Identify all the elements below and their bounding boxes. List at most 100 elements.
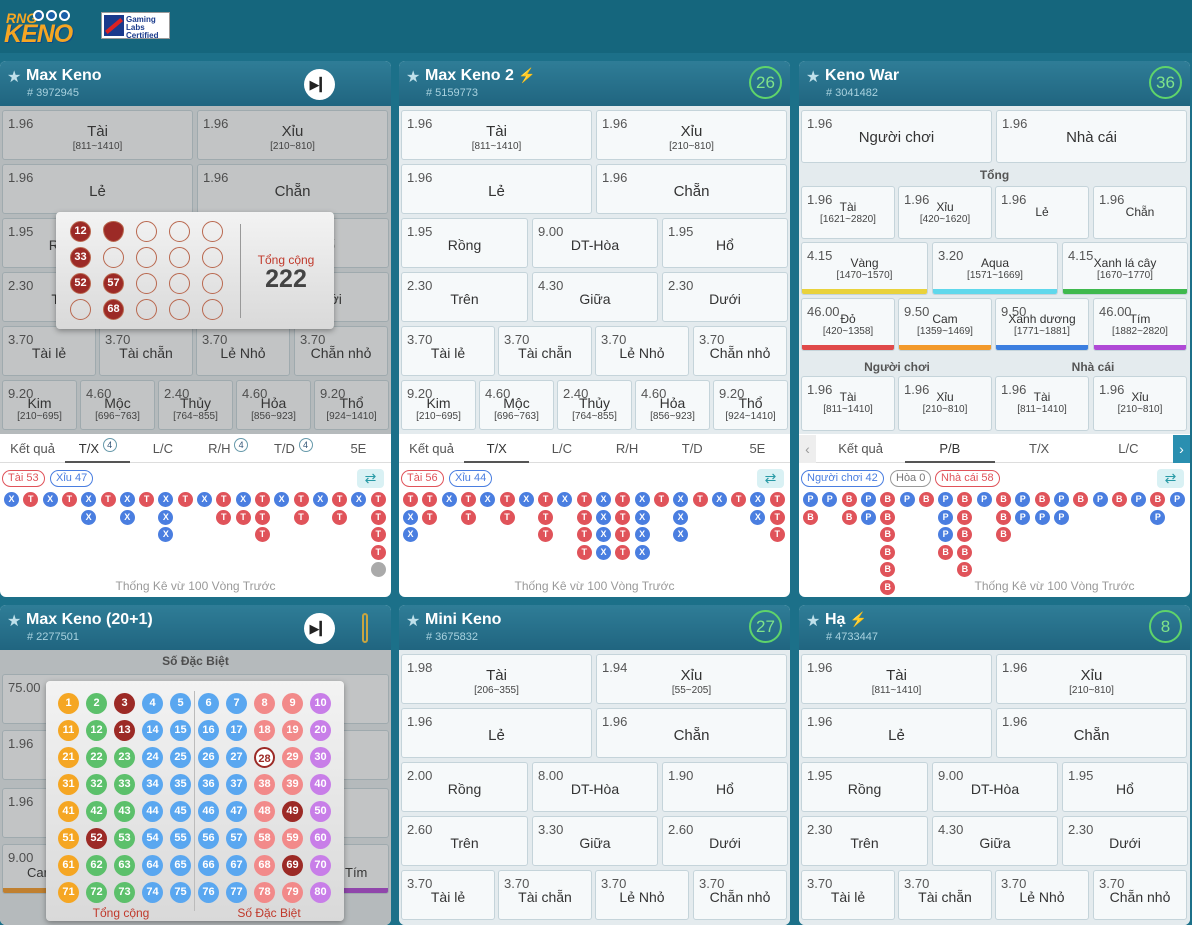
bet-cell[interactable]: 1.96 Xỉu [210~810] xyxy=(197,110,388,160)
bet-cell[interactable]: 4.15 Xanh lá cây [1670~1770] xyxy=(1062,242,1188,295)
tab-t-x[interactable]: T/X xyxy=(1029,441,1050,456)
bet-cell[interactable]: 9.50 Xanh dương [1771~1881] xyxy=(995,298,1089,351)
bet-cell[interactable]: 4.60 Hỏa [856~923] xyxy=(635,380,710,430)
bet-cell[interactable]: 9.20 Thổ [924~1410] xyxy=(314,380,389,430)
bet-cell[interactable]: 1.96 Xỉu [420~1620] xyxy=(898,186,992,239)
bet-cell[interactable]: 1.98 Tài [206~355] xyxy=(401,654,592,704)
favorite-star-icon[interactable]: ★ xyxy=(806,613,821,630)
bet-cell[interactable]: 2.60 Dưới xyxy=(662,816,788,866)
bet-cell[interactable]: 1.96 Tài [1621~2820] xyxy=(801,186,895,239)
bet-cell[interactable]: 1.96 Nhà cái xyxy=(996,110,1187,163)
bet-cell[interactable]: 3.70 Tài chẵn xyxy=(498,870,592,920)
tab-p-b[interactable]: P/B xyxy=(905,435,995,463)
bet-cell[interactable]: 1.96 Lẻ xyxy=(401,708,592,758)
bet-cell[interactable]: 4.60 Hỏa [856~923] xyxy=(236,380,311,430)
swap-icon[interactable]: ⇄ xyxy=(757,469,784,488)
bet-cell[interactable]: 4.30 Giữa xyxy=(532,272,658,322)
bet-cell[interactable]: 2.40 Thủy [764~855] xyxy=(557,380,632,430)
bet-cell[interactable]: 1.96 Lẻ xyxy=(401,164,592,214)
bet-cell[interactable]: 1.96 Xỉu [210~810] xyxy=(996,654,1187,704)
bet-cell[interactable]: 2.00 Rồng xyxy=(401,762,528,812)
bet-cell[interactable]: 46.00 Đỏ [420~1358] xyxy=(801,298,895,351)
bet-cell[interactable]: 3.20 Aqua [1571~1669] xyxy=(932,242,1058,295)
bet-cell[interactable]: 1.96 Lẻ xyxy=(2,164,193,214)
bet-cell[interactable]: 1.96 Chẵn xyxy=(596,708,787,758)
bet-cell[interactable]: 3.70 Lẻ Nhỏ xyxy=(595,326,689,376)
bet-cell[interactable]: 1.96 Chẵn xyxy=(197,164,388,214)
bet-cell[interactable]: 1.96 Người chơi xyxy=(801,110,992,163)
rng-keno-logo[interactable]: RNG KENO xyxy=(2,6,94,48)
tab-k-t-qu-[interactable]: Kết quả xyxy=(409,441,454,456)
bet-cell[interactable]: 3.70 Lẻ Nhỏ xyxy=(595,870,689,920)
bet-cell[interactable]: 3.70 Tài lẻ xyxy=(2,326,96,376)
bet-cell[interactable]: 1.96 Tài [811~1410] xyxy=(401,110,592,160)
tab-t-d[interactable]: T/D xyxy=(681,441,703,456)
bet-cell[interactable]: 3.70 Chẵn nhỏ xyxy=(294,326,388,376)
bet-cell[interactable]: 2.30 Trên xyxy=(801,816,928,866)
tab-5e[interactable]: 5E xyxy=(749,441,766,456)
bet-cell[interactable]: 1.96 Chẵn xyxy=(596,164,787,214)
bet-cell[interactable]: 9.00 DT-Hòa xyxy=(532,218,658,268)
bet-cell[interactable]: 46.00 Tím [1882~2820] xyxy=(1093,298,1187,351)
bet-cell[interactable]: 1.96 Chẵn xyxy=(996,708,1187,758)
bet-cell[interactable]: 1.90 Hổ xyxy=(662,762,788,812)
tab-t-x[interactable]: T/X 4 xyxy=(65,435,131,463)
bet-cell[interactable]: 1.96 Chẵn xyxy=(1093,186,1187,239)
tab-r-h[interactable]: R/H 4 xyxy=(196,435,261,463)
bet-cell[interactable]: 1.95 Hổ xyxy=(662,218,788,268)
bet-cell[interactable]: 3.70 Lẻ Nhỏ xyxy=(995,870,1089,920)
bet-cell[interactable]: 1.95 Hổ xyxy=(1062,762,1188,812)
bet-cell[interactable]: 2.30 Trên xyxy=(401,272,528,322)
bet-cell[interactable]: 1.96 Xỉu [210~810] xyxy=(596,110,787,160)
bet-cell[interactable]: 1.95 Rồng xyxy=(801,762,928,812)
bet-cell[interactable]: 3.70 Lẻ Nhỏ xyxy=(196,326,290,376)
bet-cell[interactable]: 1.96 Tài [811~1410] xyxy=(2,110,193,160)
bet-cell[interactable]: 3.30 Giữa xyxy=(532,816,658,866)
bet-cell[interactable]: 4.30 Giữa xyxy=(932,816,1058,866)
favorite-star-icon[interactable]: ★ xyxy=(406,613,421,630)
favorite-star-icon[interactable]: ★ xyxy=(7,613,22,630)
bet-cell[interactable]: 1.96 Tài [811~1410] xyxy=(801,376,895,431)
bet-cell[interactable]: 9.50 Cam [1359~1469] xyxy=(898,298,992,351)
tab-l-c[interactable]: L/C xyxy=(152,441,174,456)
bet-cell[interactable]: 3.70 Chẵn nhỏ xyxy=(693,870,787,920)
bet-cell[interactable]: 1.95 Rồng xyxy=(401,218,528,268)
bet-cell[interactable]: 3.70 Tài chẵn xyxy=(498,326,592,376)
bet-cell[interactable]: 2.60 Trên xyxy=(401,816,528,866)
bet-cell[interactable]: 9.20 Thổ [924~1410] xyxy=(713,380,788,430)
bet-cell[interactable]: 3.70 Tài lẻ xyxy=(401,326,495,376)
bet-cell[interactable]: 9.20 Kim [210~695] xyxy=(401,380,476,430)
favorite-star-icon[interactable]: ★ xyxy=(406,69,421,86)
bet-cell[interactable]: 3.70 Chẵn nhỏ xyxy=(693,326,787,376)
next-play-button[interactable]: ▶▎ xyxy=(304,69,335,100)
tabs-next-arrow[interactable]: › xyxy=(1173,435,1190,463)
tabs-prev-arrow[interactable]: ‹ xyxy=(799,435,816,463)
tab-t-d[interactable]: T/D 4 xyxy=(261,435,326,463)
bet-cell[interactable]: 8.00 DT-Hòa xyxy=(532,762,658,812)
favorite-star-icon[interactable]: ★ xyxy=(806,69,821,86)
favorite-star-icon[interactable]: ★ xyxy=(7,69,22,86)
bet-cell[interactable]: 9.00 DT-Hòa xyxy=(932,762,1058,812)
bet-cell[interactable]: 1.96 Xỉu [210~810] xyxy=(898,376,992,431)
bet-cell[interactable]: 4.15 Vàng [1470~1570] xyxy=(801,242,928,295)
bet-cell[interactable]: 3.70 Tài lẻ xyxy=(801,870,895,920)
tab-5e[interactable]: 5E xyxy=(350,441,367,456)
bet-cell[interactable]: 1.96 Tài [811~1410] xyxy=(801,654,992,704)
tab-k-t-qu-[interactable]: Kết quả xyxy=(838,441,884,456)
bet-cell[interactable]: 3.70 Tài chẵn xyxy=(99,326,193,376)
bet-cell[interactable]: 9.20 Kim [210~695] xyxy=(2,380,77,430)
bet-cell[interactable]: 4.60 Mộc [696~763] xyxy=(479,380,554,430)
swap-icon[interactable]: ⇄ xyxy=(1157,469,1184,488)
bet-cell[interactable]: 2.30 Dưới xyxy=(662,272,788,322)
tab-l-c[interactable]: L/C xyxy=(551,441,573,456)
bet-cell[interactable]: 1.96 Xỉu [210~810] xyxy=(1093,376,1187,431)
tab-t-x[interactable]: T/X xyxy=(464,435,530,463)
bet-cell[interactable]: 3.70 Tài chẵn xyxy=(898,870,992,920)
tab-l-c[interactable]: L/C xyxy=(1118,441,1139,456)
bet-cell[interactable]: 3.70 Chẵn nhỏ xyxy=(1093,870,1187,920)
next-play-button[interactable]: ▶▎ xyxy=(304,613,335,644)
bet-cell[interactable]: 1.94 Xỉu [55~205] xyxy=(596,654,787,704)
swap-icon[interactable]: ⇄ xyxy=(357,469,384,488)
tab-r-h[interactable]: R/H xyxy=(615,441,639,456)
bet-cell[interactable]: 1.96 Lẻ xyxy=(995,186,1089,239)
